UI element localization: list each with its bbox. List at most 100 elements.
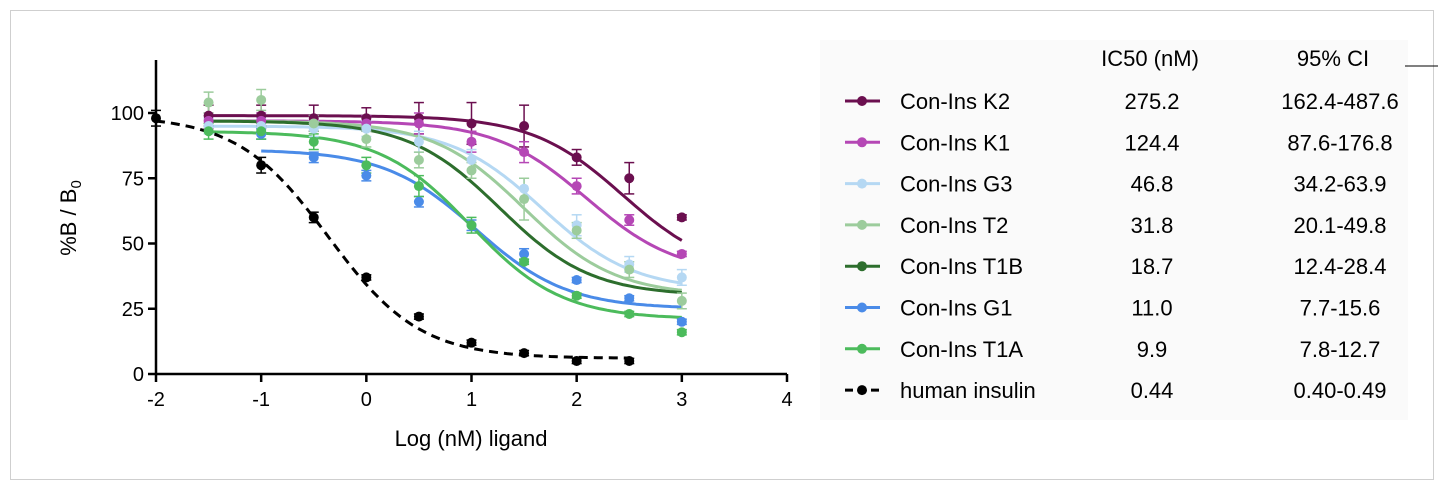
con-ins-t2-point: [413, 154, 424, 165]
human-insulin-point: [151, 113, 161, 124]
con-ins-g1-point: [308, 152, 319, 163]
y-axis-label-main: %B / B: [56, 189, 81, 256]
con-ins-g3-legend-marker: [857, 178, 867, 189]
con-ins-k1-legend-marker: [857, 137, 867, 148]
data-points: [151, 94, 687, 366]
con-ins-k2-point: [519, 121, 530, 132]
con-ins-t1a-point: [308, 136, 319, 147]
con-ins-k1-legend-label: Con-Ins K1: [900, 130, 1010, 155]
con-ins-g3-ci-value: 34.2-63.9: [1294, 172, 1387, 197]
con-ins-k1-ci-value: 87.6-176.8: [1287, 130, 1392, 155]
con-ins-g1-point: [676, 316, 687, 327]
con-ins-g1-point: [361, 170, 372, 181]
con-ins-t1a-point: [676, 327, 687, 338]
con-ins-k2-legend-marker: [857, 96, 867, 106]
con-ins-g1-point: [519, 248, 530, 259]
y-tick-label: 0: [133, 364, 144, 386]
con-ins-t1a-point: [256, 126, 267, 137]
con-ins-g3-point: [466, 154, 477, 165]
con-ins-t2-point: [624, 264, 635, 275]
con-ins-t2-ic50-value: 31.8: [1131, 213, 1174, 238]
con-ins-t1b-legend-marker: [857, 261, 867, 272]
legend: Con-Ins K2 275.2 162.4-487.6 Con-Ins K1 124.…: [845, 89, 1399, 403]
x-tick-label: 0: [361, 389, 372, 411]
con-ins-g1-legend-marker: [857, 302, 867, 313]
con-ins-g3-ic50-value: 46.8: [1131, 172, 1174, 197]
human-insulin-point: [571, 355, 582, 366]
con-ins-k2-legend-label: Con-Ins K2: [900, 89, 1010, 114]
con-ins-t2-ci-value: 20.1-49.8: [1294, 213, 1387, 238]
y-tick-label: 75: [122, 168, 144, 190]
con-ins-t1a-legend-marker: [857, 343, 867, 354]
con-ins-k2-ci-value: 162.4-487.6: [1281, 89, 1398, 114]
human-insulin-point: [361, 272, 372, 283]
human-insulin-ic50-value: 0.44: [1131, 378, 1174, 403]
con-ins-t1a-point: [624, 308, 635, 319]
con-ins-k2-point: [466, 118, 477, 129]
human-insulin-point: [256, 160, 267, 171]
con-ins-g3-point: [413, 136, 424, 147]
human-insulin-point: [413, 311, 424, 322]
con-ins-g1-legend-label: Con-Ins G1: [900, 296, 1013, 321]
con-ins-t1b-ic50-value: 18.7: [1131, 254, 1174, 279]
con-ins-t1a-point: [519, 256, 530, 267]
con-ins-k2-point: [571, 152, 582, 163]
con-ins-g3-fit-curve: [208, 124, 683, 285]
con-ins-g1-ic50-value: 11.0: [1131, 296, 1172, 321]
human-insulin-point: [519, 348, 530, 359]
y-axis-label-subscript: 0: [68, 180, 85, 188]
con-ins-k2-ic50-value: 275.2: [1124, 89, 1179, 114]
con-ins-t1a-fit-curve: [208, 130, 682, 319]
con-ins-g3-point: [519, 183, 530, 194]
con-ins-k2-point: [676, 212, 687, 223]
x-tick-label: 2: [571, 389, 582, 411]
con-ins-g1-point: [624, 293, 635, 304]
human-insulin-point: [466, 337, 477, 348]
human-insulin-legend-marker: [857, 385, 867, 396]
con-ins-g1-ci-value: 7.7-15.6: [1300, 296, 1381, 321]
con-ins-g1-point: [413, 196, 424, 207]
legend-panel-background: [820, 40, 1408, 420]
con-ins-t1a-legend-label: Con-Ins T1A: [900, 337, 1023, 362]
y-axis-label: %B / B0: [56, 180, 85, 256]
con-ins-k1-point: [571, 181, 582, 192]
human-insulin-point: [624, 355, 635, 366]
con-ins-k1-fit-curve: [208, 119, 683, 260]
con-ins-t1a-point: [413, 181, 424, 192]
con-ins-t2-point: [361, 134, 372, 145]
con-ins-t1b-legend-label: Con-Ins T1B: [900, 254, 1023, 279]
con-ins-t1a-ci-value: 7.8-12.7: [1300, 337, 1381, 362]
human-insulin-legend-label: human insulin: [900, 378, 1036, 403]
con-ins-t2-point: [676, 295, 687, 306]
con-ins-g3-legend-label: Con-Ins G3: [900, 172, 1013, 197]
con-ins-t2-legend-marker: [857, 219, 867, 230]
con-ins-t2-point: [519, 194, 530, 205]
con-ins-g3-point: [676, 272, 687, 283]
x-tick-label: 3: [676, 389, 687, 411]
con-ins-t1a-ic50-value: 9.9: [1137, 337, 1168, 362]
con-ins-g1-point: [571, 275, 582, 286]
con-ins-t2-legend-label: Con-Ins T2: [900, 213, 1008, 238]
con-ins-t1a-point: [361, 160, 372, 171]
con-ins-k1-point: [466, 136, 477, 147]
con-ins-k1-point: [519, 147, 530, 158]
con-ins-t2-point: [203, 97, 214, 108]
con-ins-t1a-point: [466, 220, 477, 231]
con-ins-t2-fit-curve: [208, 119, 682, 292]
con-ins-t1b-fit-curve: [208, 119, 682, 294]
x-tick-label: -1: [252, 389, 270, 411]
con-ins-t1a-point: [203, 126, 214, 137]
y-tick-label: 25: [122, 299, 144, 321]
y-tick-label: 50: [122, 234, 144, 256]
con-ins-g3-point: [361, 123, 372, 134]
con-ins-k1-point: [676, 248, 687, 259]
human-insulin-point: [308, 212, 319, 223]
y-tick-label: 100: [111, 103, 144, 125]
con-ins-t1a-point: [571, 290, 582, 301]
con-ins-t2-point: [308, 118, 319, 129]
x-axis-label: Log (nM) ligand: [395, 426, 548, 451]
ci-header: 95% CI: [1297, 46, 1369, 71]
human-insulin-ci-value: 0.40-0.49: [1294, 378, 1387, 403]
ticks: -2 -1 0 1 2 3 4 0 25 50 75 100: [111, 103, 793, 411]
